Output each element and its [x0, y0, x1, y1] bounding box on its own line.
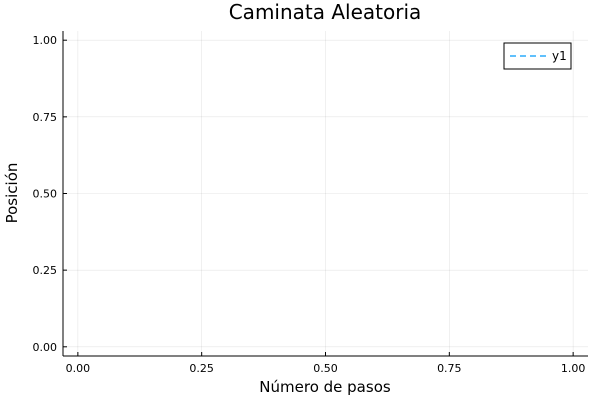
y-ticks: 0.00 0.25 0.50 0.75 1.00	[33, 34, 67, 354]
x-tick-label: 0.75	[437, 362, 462, 375]
x-tick-label: 1.00	[561, 362, 586, 375]
grid	[63, 31, 588, 356]
x-ticks: 0.00 0.25 0.50 0.75 1.00	[66, 352, 586, 375]
chart-title: Caminata Aleatoria	[229, 0, 422, 24]
legend: y1	[503, 42, 572, 70]
y-tick-label: 1.00	[33, 34, 58, 47]
x-tick-label: 0.00	[66, 362, 91, 375]
x-tick-label: 0.25	[189, 362, 214, 375]
y-axis-label: Posición	[3, 163, 21, 224]
y-tick-label: 0.50	[33, 188, 58, 201]
y-tick-label: 0.75	[33, 111, 58, 124]
legend-label-y1: y1	[552, 49, 567, 63]
y-tick-label: 0.25	[33, 264, 58, 277]
x-tick-label: 0.50	[313, 362, 338, 375]
x-axis-label: Número de pasos	[259, 378, 391, 396]
y-tick-label: 0.00	[33, 341, 58, 354]
